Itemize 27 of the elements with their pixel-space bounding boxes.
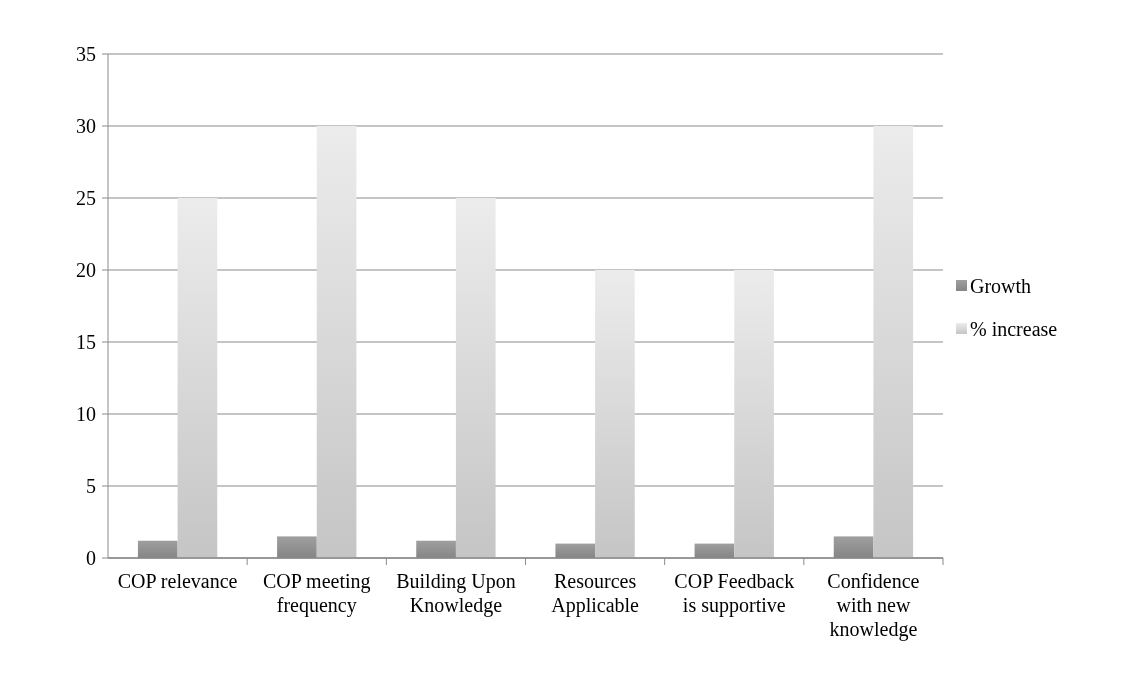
y-tick-label: 35	[76, 43, 96, 65]
legend-label: % increase	[970, 318, 1058, 340]
x-tick-label: Building Upon Knowledge	[396, 570, 516, 617]
bar	[416, 540, 456, 558]
x-tick-label: COP Feedback is supportive	[674, 570, 795, 617]
legend-label: Growth	[970, 275, 1032, 297]
y-tick-label: 25	[76, 187, 96, 209]
bar	[833, 536, 874, 558]
bar	[177, 198, 218, 558]
bar	[734, 270, 774, 558]
x-tick-label: Resources Applicable	[551, 570, 640, 617]
bar	[455, 198, 496, 558]
y-tick-label: 15	[76, 331, 96, 353]
bar	[555, 543, 596, 558]
x-tick-label: COP relevance	[117, 570, 238, 592]
x-tick-label: Confidence with new knowledge	[827, 570, 920, 641]
bar	[316, 126, 357, 558]
bar	[873, 126, 914, 558]
y-tick-label: 20	[76, 259, 96, 281]
x-tick-label: COP meeting frequency	[262, 570, 371, 617]
y-tick-label: 5	[86, 475, 96, 497]
bar	[595, 270, 635, 558]
y-tick-label: 0	[86, 547, 96, 569]
y-tick-label: 10	[76, 403, 96, 425]
bar	[137, 540, 178, 558]
bar	[277, 536, 317, 558]
y-tick-label: 30	[76, 115, 96, 137]
